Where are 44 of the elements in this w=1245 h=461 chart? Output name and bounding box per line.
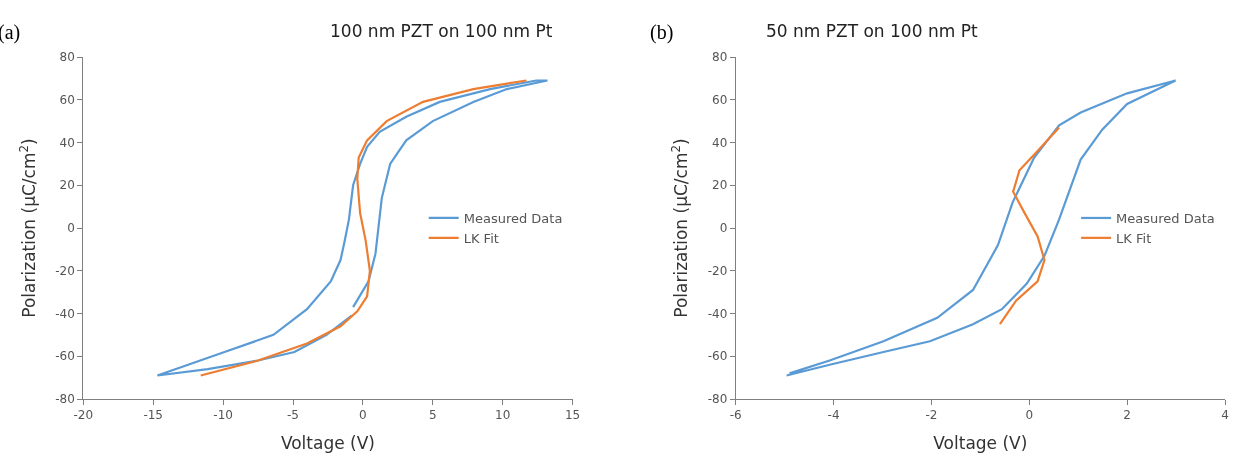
x-tick-label: 4: [1221, 408, 1229, 423]
y-tick-label: 0: [719, 221, 728, 236]
legend-label: LK Fit: [1116, 230, 1152, 246]
x-tick-label: -4: [827, 408, 840, 423]
y-tick-label: 0: [67, 221, 75, 236]
x-tick-label: -15: [143, 408, 163, 423]
y-tick-label: 80: [59, 50, 75, 65]
chart-title: 100 nm PZT on 100 nm Pt: [330, 21, 553, 41]
line-series: [998, 126, 1061, 326]
y-tick-label: -40: [707, 306, 728, 321]
x-tick-label: -2: [925, 408, 938, 423]
y-tick-label: -40: [55, 306, 75, 321]
x-axis-title: Voltage (V): [280, 432, 375, 453]
line-series: [199, 79, 528, 377]
x-tick-label: -6: [729, 408, 742, 423]
chart-title: 50 nm PZT on 100 nm Pt: [766, 21, 978, 41]
y-tick-label: 20: [59, 178, 75, 193]
y-tick-label: 40: [59, 135, 75, 150]
y-tick-label: -20: [55, 263, 75, 278]
y-tick-label: 20: [712, 178, 728, 193]
y-tick-label: 40: [712, 135, 728, 150]
x-axis-title: Voltage (V): [933, 432, 1028, 453]
y-tick-label: -80: [55, 392, 75, 407]
x-tick-label: 2: [1123, 408, 1131, 423]
text: (b): [650, 21, 674, 44]
x-tick-label: 15: [564, 408, 581, 423]
y-tick-label: -80: [707, 392, 728, 407]
y-tick-label: -60: [55, 349, 75, 364]
y-tick-label: 60: [712, 92, 728, 107]
x-tick-label: 10: [495, 408, 511, 423]
x-tick-label: 0: [1025, 408, 1034, 423]
legend-label: LK Fit: [463, 230, 499, 246]
legend-label: Measured Data: [463, 211, 563, 227]
y-tick-label: -20: [707, 263, 728, 278]
legend-label: Measured Data: [1116, 211, 1215, 227]
y-tick-label: -60: [707, 349, 728, 364]
x-tick-label: 5: [428, 408, 437, 423]
y-tick-label: 80: [712, 50, 728, 65]
x-tick-label: -10: [213, 408, 233, 423]
x-tick-label: -5: [287, 408, 299, 423]
line-series: [785, 79, 1177, 377]
x-tick-label: 0: [359, 408, 367, 423]
x-tick-label: -20: [73, 408, 94, 423]
y-tick-label: 60: [59, 92, 75, 107]
